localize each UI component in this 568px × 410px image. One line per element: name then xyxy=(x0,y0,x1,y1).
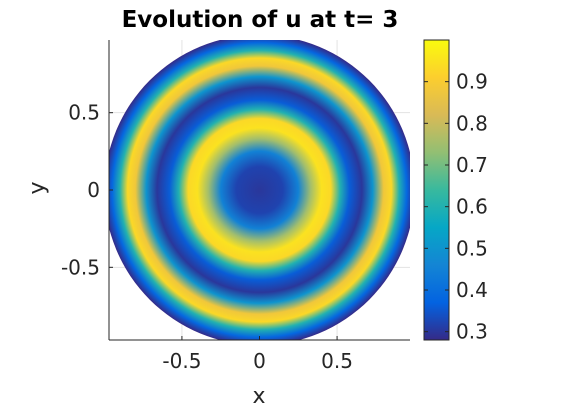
colorbar-tick-label: 0.4 xyxy=(456,278,488,302)
colorbar-tick-label: 0.3 xyxy=(456,320,488,344)
y-tick-label: -0.5 xyxy=(61,255,100,279)
x-tick-label: 0.5 xyxy=(321,349,353,373)
colorbar-tick-label: 0.8 xyxy=(456,111,488,135)
colorbar-tick-label: 0.6 xyxy=(456,195,488,219)
x-tick-label: 0 xyxy=(253,349,266,373)
x-tick-label: -0.5 xyxy=(162,349,201,373)
colorbar-ticks: 0.9 0.8 0.7 0.6 0.5 0.4 0.3 xyxy=(424,70,488,344)
y-axis-ticks: 0.5 0 -0.5 xyxy=(61,101,113,279)
x-axis-label: x xyxy=(252,384,265,409)
x-axis-ticks: -0.5 0 0.5 xyxy=(162,336,353,373)
colorbar-tick-label: 0.9 xyxy=(456,70,488,94)
y-tick-label: 0.5 xyxy=(68,101,100,125)
colorbar-bar xyxy=(423,39,450,341)
chart-title: Evolution of u at t= 3 xyxy=(122,7,399,33)
colorbar-tick-label: 0.7 xyxy=(456,153,488,177)
solution-disk xyxy=(109,40,410,340)
plot-area: -0.5 0 0.5 0.5 0 -0.5 xyxy=(61,40,410,373)
colorbar-tick-label: 0.5 xyxy=(456,236,488,260)
y-tick-label: 0 xyxy=(87,178,100,202)
y-axis-label: y xyxy=(25,181,50,194)
colorbar: 0.9 0.8 0.7 0.6 0.5 0.4 0.3 xyxy=(423,39,488,344)
